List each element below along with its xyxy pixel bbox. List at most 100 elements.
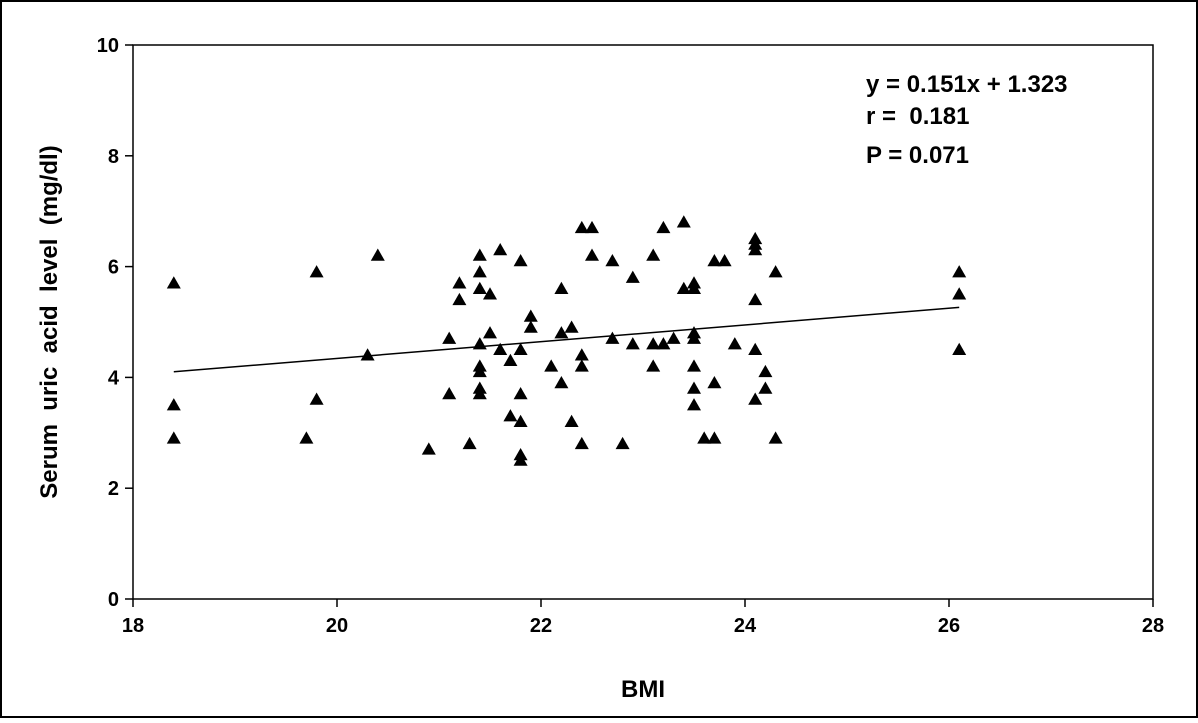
data-point: [483, 287, 497, 300]
data-point: [952, 287, 967, 300]
data-point: [697, 431, 712, 444]
x-tick-label: 20: [326, 615, 348, 637]
y-axis-label: Serum uric acid level (mg/dl): [36, 145, 63, 498]
trendline-group: [173, 306, 960, 373]
data-point: [574, 359, 589, 372]
data-point: [646, 359, 661, 372]
data-point: [166, 398, 181, 411]
data-point: [625, 337, 640, 350]
data-point: [472, 364, 487, 378]
annotation-equation: y = 0.151x + 1.323: [866, 71, 1068, 98]
data-point: [717, 254, 732, 267]
data-point: [166, 431, 181, 444]
data-point: [625, 270, 640, 283]
data-point: [585, 220, 599, 234]
data-point: [472, 281, 487, 295]
data-point: [513, 453, 528, 466]
data-point: [309, 265, 324, 278]
x-tick-label: 28: [1142, 615, 1164, 637]
x-tick-label: 24: [734, 615, 757, 637]
data-point: [707, 431, 722, 444]
data-point: [585, 248, 599, 261]
data-point: [646, 337, 661, 350]
data-point: [483, 326, 497, 339]
y-tick-label: 6: [108, 257, 119, 279]
data-point: [758, 381, 773, 394]
data-point: [442, 331, 457, 344]
x-tick-label: 22: [530, 615, 552, 637]
data-point: [707, 254, 722, 267]
data-point: [513, 414, 528, 427]
data-point: [676, 215, 691, 228]
data-point: [666, 331, 681, 344]
data-point: [503, 409, 518, 422]
data-point: [452, 276, 467, 289]
y-tick-label: 10: [97, 35, 119, 57]
data-points: [166, 215, 967, 466]
plot-area: [132, 44, 1154, 600]
y-tick-label: 0: [108, 589, 119, 611]
data-point: [472, 248, 487, 261]
data-point: [564, 414, 579, 427]
data-point: [768, 431, 783, 444]
annotation-p: P = 0.071: [866, 142, 969, 169]
data-point: [656, 220, 671, 234]
data-point: [493, 342, 508, 355]
data-point: [472, 265, 487, 278]
data-point: [309, 392, 324, 405]
data-point: [707, 375, 722, 389]
data-point: [574, 220, 589, 234]
data-point: [523, 320, 538, 333]
data-point: [646, 248, 661, 261]
data-point: [656, 337, 671, 350]
data-point: [564, 320, 579, 333]
data-point: [687, 381, 701, 394]
data-point: [748, 242, 763, 256]
data-point: [442, 387, 457, 400]
data-point: [503, 353, 518, 367]
data-point: [360, 348, 375, 361]
data-point: [687, 281, 701, 295]
data-point: [615, 436, 630, 450]
data-point: [370, 248, 385, 261]
data-point: [676, 281, 691, 295]
data-point: [493, 242, 508, 256]
data-point: [513, 387, 528, 400]
data-point: [687, 398, 701, 411]
data-point: [452, 292, 467, 306]
data-point: [605, 331, 620, 344]
data-point: [523, 309, 538, 322]
data-point: [952, 342, 967, 355]
x-axis-label: BMI: [621, 676, 665, 703]
data-point: [166, 276, 181, 289]
y-tick-label: 8: [108, 146, 119, 168]
x-tick-label: 26: [938, 615, 960, 637]
y-tick-label: 4: [108, 367, 120, 389]
data-point: [768, 265, 783, 278]
annotation-r: r = 0.181: [866, 103, 969, 130]
x-tick-label: 18: [122, 615, 144, 637]
data-point: [513, 254, 528, 267]
data-point: [727, 337, 742, 350]
data-point: [748, 342, 763, 355]
data-point: [687, 331, 701, 344]
y-axis-ticks: 0 2 4 6 8 10: [97, 35, 133, 611]
data-point: [574, 348, 589, 361]
data-point: [299, 431, 314, 444]
data-point: [748, 392, 763, 405]
data-point: [554, 375, 569, 389]
data-point: [513, 342, 528, 355]
data-point: [554, 326, 569, 339]
data-point: [554, 281, 569, 295]
data-point: [462, 436, 477, 450]
data-point: [472, 387, 487, 400]
data-point: [574, 436, 589, 450]
data-point: [952, 265, 967, 278]
regression-line: [173, 306, 960, 373]
data-point: [758, 364, 773, 378]
data-point: [421, 442, 436, 455]
data-point: [605, 254, 620, 267]
y-tick-label: 2: [108, 478, 119, 500]
x-axis-ticks: 18 20 22 24 26 28: [122, 599, 1164, 637]
